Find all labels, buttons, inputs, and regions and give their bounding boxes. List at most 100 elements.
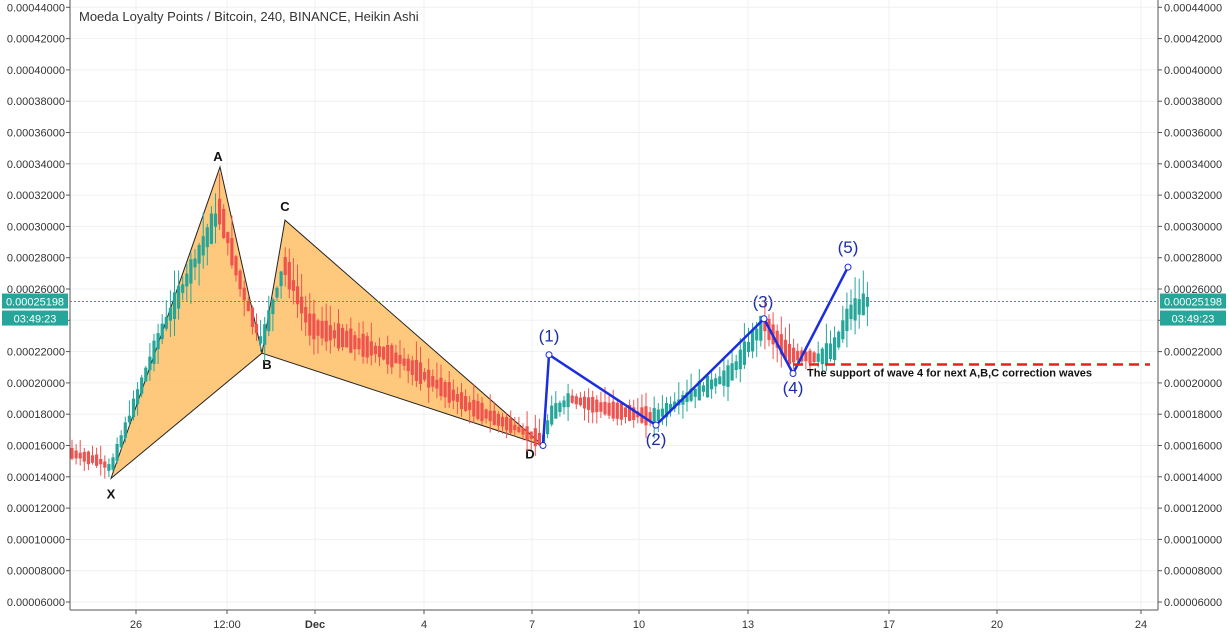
candle-body <box>172 292 177 320</box>
candle-body <box>570 395 574 403</box>
candle-body <box>209 213 213 244</box>
candle-body <box>664 403 669 418</box>
wave-point <box>789 370 797 378</box>
candle-body <box>607 402 611 416</box>
candle-body <box>578 397 582 406</box>
candle-body <box>587 397 591 410</box>
x-tick-label: 17 <box>883 619 895 631</box>
candle-body <box>295 286 300 305</box>
candle-body <box>529 431 533 439</box>
candle-body <box>742 341 746 365</box>
harmonic-triangle-bcd <box>261 219 544 446</box>
candle-body <box>345 330 349 348</box>
wave-point <box>545 351 553 359</box>
candle-body <box>86 451 90 465</box>
candle-body <box>324 320 328 342</box>
candle-body <box>738 349 742 370</box>
candle-body <box>361 333 365 357</box>
candle-body <box>464 396 468 411</box>
candle-body <box>500 416 505 427</box>
candle-body <box>582 396 587 409</box>
y-tick-label-left: 0.00008000 <box>7 566 65 578</box>
candle-body <box>562 400 566 408</box>
candle-body <box>468 402 472 411</box>
wave-label-5: (5) <box>838 238 859 257</box>
price-badge-text-right: 0.00025198 <box>1164 297 1222 309</box>
support-note: The support of wave 4 for next A,B,C cor… <box>807 368 1092 380</box>
candle-body <box>316 320 320 336</box>
candle-body <box>99 459 103 465</box>
y-tick-label-left: 0.00020000 <box>7 378 65 390</box>
y-tick-label-right: 0.00014000 <box>1164 472 1222 484</box>
candle-body <box>353 335 357 350</box>
candle-body <box>275 287 279 298</box>
y-tick-label-right: 0.00010000 <box>1164 534 1222 546</box>
candle-body <box>525 426 529 441</box>
candle-body <box>496 413 500 426</box>
candle-body <box>775 330 779 348</box>
candle-body <box>484 409 488 419</box>
candle-body <box>406 358 410 372</box>
candle-body <box>377 345 382 358</box>
y-tick-label-left: 0.00032000 <box>7 190 65 202</box>
candle-body <box>550 405 554 425</box>
candle-body <box>300 296 304 314</box>
candle-body <box>177 285 181 309</box>
candle-body <box>546 420 550 435</box>
harmonic-label-d: D <box>525 447 534 462</box>
candle-body <box>533 428 537 447</box>
candle-body <box>402 358 406 366</box>
candle-body <box>103 461 107 468</box>
y-tick-label-right: 0.00016000 <box>1164 441 1222 453</box>
candle-body <box>222 208 226 239</box>
countdown-badge-left <box>2 310 68 326</box>
candle-body <box>304 306 308 323</box>
candle-body <box>697 381 701 401</box>
candle-body <box>398 354 402 364</box>
y-tick-label-left: 0.00044000 <box>7 2 65 14</box>
candle-body <box>787 343 792 365</box>
candle-body <box>857 299 861 315</box>
candle-body <box>796 350 800 361</box>
candle-body <box>435 379 439 389</box>
candle-body <box>628 404 632 421</box>
y-tick-label-left: 0.00030000 <box>7 221 65 233</box>
x-tick-label: 13 <box>742 619 754 631</box>
candle-body <box>328 325 332 341</box>
y-tick-label-right: 0.00036000 <box>1164 128 1222 140</box>
candle-body <box>722 370 726 386</box>
x-tick-label: Dec <box>305 619 325 631</box>
candle-body <box>119 435 123 448</box>
candle-body <box>152 340 156 364</box>
candle-body <box>394 352 398 364</box>
candle-body <box>783 339 787 359</box>
candle-body <box>238 270 242 290</box>
countdown-badge-text-right: 03:49:23 <box>1172 314 1215 326</box>
candle-body <box>164 316 168 329</box>
y-tick-label-right: 0.00038000 <box>1164 96 1222 108</box>
candle-body <box>369 341 373 356</box>
candle-body <box>660 408 664 417</box>
candle-body <box>131 398 136 418</box>
candle-body <box>218 198 222 225</box>
candle-body <box>250 307 254 327</box>
y-tick-label-right: 0.00044000 <box>1164 2 1222 14</box>
candle-body <box>349 328 353 353</box>
candle-body <box>861 293 865 316</box>
y-tick-label-right: 0.00032000 <box>1164 190 1222 202</box>
y-tick-label-left: 0.00010000 <box>7 534 65 546</box>
candle-body <box>267 310 271 332</box>
x-tick-label: 24 <box>1135 619 1147 631</box>
candle-body <box>90 455 95 463</box>
candle-body <box>111 457 115 470</box>
wave-point <box>652 421 660 429</box>
candle-body <box>287 262 291 290</box>
candle-body <box>517 426 521 433</box>
y-tick-label-right: 0.00028000 <box>1164 253 1222 265</box>
candle-body <box>451 389 455 401</box>
candle-body <box>623 407 628 418</box>
y-tick-label-left: 0.00034000 <box>7 159 65 171</box>
candle-body <box>414 359 418 381</box>
harmonic-label-c: C <box>280 199 290 214</box>
